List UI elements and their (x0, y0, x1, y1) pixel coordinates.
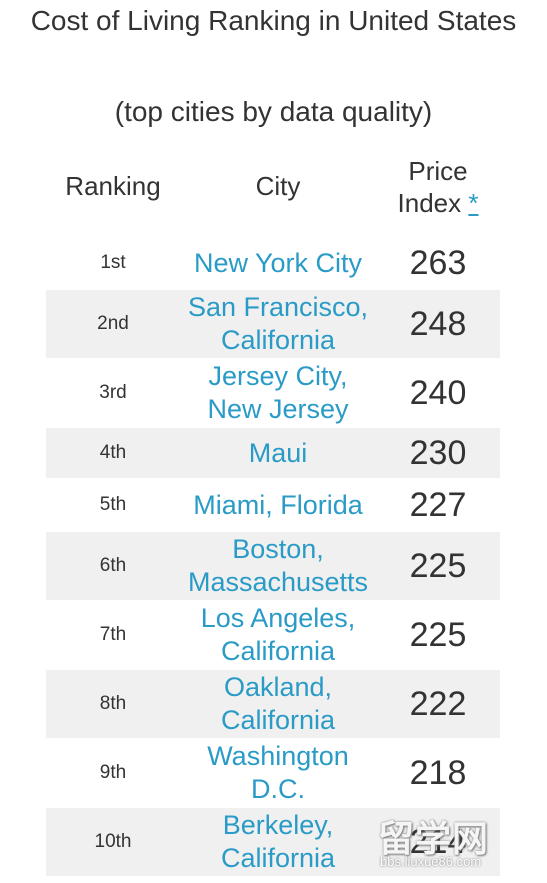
city-line: California (220, 636, 336, 666)
header-price-index: Price Index * (376, 155, 500, 219)
header-price-line1: Price (408, 156, 468, 186)
row-price: 222 (409, 684, 467, 723)
city-line: Jersey City, (208, 361, 348, 391)
header-ranking: Ranking (65, 171, 161, 201)
city-link[interactable]: Boston, Massachusetts (180, 533, 376, 599)
row-price: 240 (409, 373, 467, 412)
city-line: California (220, 843, 336, 873)
header-price-line2: Index (397, 188, 462, 218)
row-price: 218 (409, 753, 467, 792)
row-rank: 1st (100, 252, 126, 273)
row-price: 214 (409, 822, 467, 861)
row-rank: 4th (99, 442, 127, 463)
ranking-table-body: 1st New York City 263 2nd San Francisco,… (46, 236, 500, 876)
row-rank: 3rd (99, 382, 127, 403)
city-link[interactable]: Jersey City, New Jersey (180, 360, 376, 426)
city-line: Boston, (232, 534, 324, 564)
table-row: 8th Oakland, California 222 (46, 670, 500, 738)
row-price: 225 (409, 546, 467, 585)
table-row: 2nd San Francisco, California 248 (46, 290, 500, 358)
table-row: 1st New York City 263 (46, 236, 500, 290)
city-line: Miami, Florida (193, 489, 363, 520)
row-rank: 10th (94, 831, 132, 852)
city-line: Los Angeles, (200, 603, 356, 633)
city-line: California (220, 705, 336, 735)
table-row: 5th Miami, Florida 227 (46, 478, 500, 532)
table-row: 7th Los Angeles, California 225 (46, 600, 500, 670)
city-link[interactable]: Miami, Florida (180, 489, 376, 522)
city-line: New Jersey (207, 394, 349, 424)
city-link[interactable]: Washington D.C. (180, 740, 376, 806)
row-rank: 6th (99, 555, 127, 576)
city-link[interactable]: New York City (180, 247, 376, 280)
row-price: 227 (409, 485, 467, 524)
city-link[interactable]: Maui (180, 437, 376, 470)
row-rank: 5th (99, 494, 127, 515)
city-line: New York City (193, 247, 363, 278)
header-city: City (255, 171, 301, 201)
city-line: Washington (207, 741, 349, 771)
row-rank: 2nd (97, 313, 129, 334)
row-rank: 7th (99, 624, 127, 645)
row-rank: 8th (99, 693, 127, 714)
city-line: Massachusetts (187, 567, 369, 597)
table-row: 3rd Jersey City, New Jersey 240 (46, 358, 500, 428)
table-row: 9th Washington D.C. 218 (46, 738, 500, 808)
table-row: 10th Berkeley, California 214 (46, 808, 500, 876)
city-line: Berkeley, (222, 810, 334, 840)
table-row: 6th Boston, Massachusetts 225 (46, 532, 500, 600)
city-link[interactable]: Los Angeles, California (180, 602, 376, 668)
table-row: 4th Maui 230 (46, 428, 500, 478)
city-line: San Francisco, (187, 292, 369, 322)
row-rank: 9th (99, 762, 127, 783)
row-price: 225 (409, 615, 467, 654)
row-price: 248 (409, 304, 467, 343)
table-header: Ranking City Price Index * (46, 155, 500, 225)
city-line: California (220, 325, 336, 355)
price-index-footnote-link[interactable]: * (468, 188, 479, 218)
city-link[interactable]: Oakland, California (180, 671, 376, 737)
city-line: Maui (248, 437, 308, 468)
city-link[interactable]: Berkeley, California (180, 809, 376, 875)
city-line: D.C. (251, 774, 305, 804)
page-title: Cost of Living Ranking in United States (30, 5, 517, 36)
city-line: Oakland, (223, 672, 333, 702)
city-link[interactable]: San Francisco, California (180, 291, 376, 357)
row-price: 230 (409, 433, 467, 472)
page-subtitle: (top cities by data quality) (114, 96, 433, 127)
row-price: 263 (409, 243, 467, 282)
